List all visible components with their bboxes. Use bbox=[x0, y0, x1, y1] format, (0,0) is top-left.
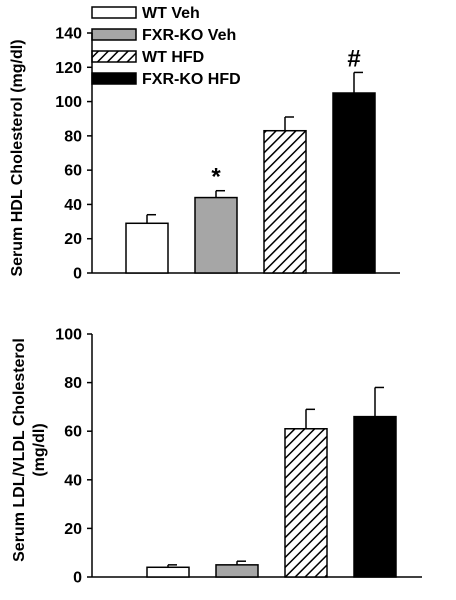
significance-marker: # bbox=[347, 45, 360, 72]
legend-label: WT HFD bbox=[142, 49, 204, 66]
y-tick-label: 0 bbox=[73, 266, 82, 283]
y-tick-label: 120 bbox=[55, 60, 82, 77]
bar-fxr-ko-hfd bbox=[332, 92, 376, 274]
ldl-y-axis-label-line1: Serum LDL/VLDL Cholesterol bbox=[11, 338, 28, 562]
legend-label: FXR-KO Veh bbox=[142, 27, 236, 44]
bar-wt-veh bbox=[146, 566, 190, 578]
y-tick-label: 80 bbox=[64, 375, 82, 392]
y-tick-label: 20 bbox=[64, 231, 82, 248]
bar-wt-veh bbox=[125, 222, 169, 274]
y-tick-label: 0 bbox=[73, 570, 82, 587]
legend-swatch bbox=[91, 50, 137, 63]
legend-swatch bbox=[91, 72, 137, 85]
hdl-chart: Serum HDL Cholesterol (mg/dl) WT Veh FXR-… bbox=[9, 5, 400, 283]
ldl-y-axis-label-line2: (mg/dl) bbox=[31, 423, 48, 476]
y-tick-label: 80 bbox=[64, 128, 82, 145]
hdl-y-axis-label: Serum HDL Cholesterol (mg/dl) bbox=[9, 39, 26, 276]
legend: WT Veh FXR-KO Veh WT HFD FXR-KO HFD bbox=[91, 5, 241, 88]
y-tick-label: 100 bbox=[55, 94, 82, 111]
y-tick-label: 40 bbox=[64, 472, 82, 489]
y-tick-label: 100 bbox=[55, 327, 82, 344]
legend-label: WT Veh bbox=[142, 5, 200, 22]
bar-wt-hfd bbox=[284, 428, 328, 578]
y-tick-label: 40 bbox=[64, 197, 82, 214]
significance-marker: * bbox=[211, 164, 221, 191]
legend-label: FXR-KO HFD bbox=[142, 71, 241, 88]
bar-wt-hfd bbox=[263, 129, 307, 274]
ldl-vldl-chart: Serum LDL/VLDL Cholesterol (mg/dl) 0 20 40… bbox=[11, 327, 422, 587]
y-tick-label: 20 bbox=[64, 521, 82, 538]
legend-swatch bbox=[91, 6, 137, 19]
legend-swatch bbox=[91, 28, 137, 41]
y-tick-label: 140 bbox=[55, 26, 82, 43]
bar-fxr-ko-veh bbox=[215, 564, 259, 578]
bar-fxr-ko-hfd bbox=[353, 415, 397, 578]
y-tick-label: 60 bbox=[64, 424, 82, 441]
y-tick-label: 60 bbox=[64, 163, 82, 180]
bar-fxr-ko-veh bbox=[194, 196, 238, 274]
